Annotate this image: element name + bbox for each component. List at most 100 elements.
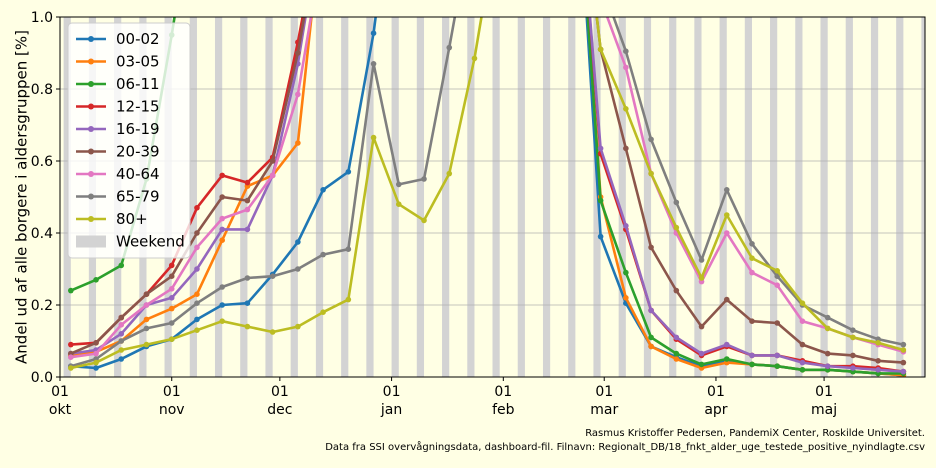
data-point: [774, 352, 781, 359]
data-point: [824, 314, 831, 321]
data-point: [219, 318, 225, 325]
data-point: [774, 273, 781, 280]
data-point: [723, 341, 730, 348]
data-point: [68, 365, 74, 371]
legend-label: 06-11: [116, 75, 160, 93]
data-point: [370, 134, 377, 141]
y-axis-label: Andel ud af alle borgere i aldersgruppen…: [13, 30, 31, 364]
x-tick-sublabel: nov: [159, 402, 185, 418]
data-point: [168, 273, 175, 280]
data-point: [723, 187, 730, 193]
legend-label: 20-39: [116, 143, 160, 161]
legend-box: [67, 22, 191, 259]
legend-label: 65-79: [116, 188, 160, 206]
data-point: [295, 140, 301, 146]
x-tick-sublabel: feb: [492, 402, 515, 418]
weekend-band: [870, 17, 879, 377]
data-point: [118, 331, 125, 337]
data-point: [244, 226, 251, 233]
data-point: [749, 241, 755, 247]
x-tick-label: 01: [383, 384, 401, 400]
legend-label: Weekend: [116, 233, 185, 251]
footer-source: Data fra SSI overvågningsdata, dashboard…: [325, 440, 925, 453]
y-tick-label: 0.4: [31, 226, 53, 242]
x-tick-label: 01: [51, 384, 69, 400]
weekend-band: [240, 17, 248, 377]
data-point: [320, 309, 326, 316]
y-tick-label: 0.6: [31, 154, 53, 170]
weekend-band: [542, 17, 551, 377]
data-point: [118, 262, 125, 269]
data-point: [219, 226, 225, 233]
weekend-band: [694, 17, 702, 377]
y-tick-label: 1.0: [31, 10, 53, 26]
data-point: [698, 350, 705, 357]
legend-marker: [88, 216, 94, 222]
data-point: [774, 363, 781, 370]
data-point: [345, 169, 352, 175]
weekend-band: [517, 17, 525, 377]
data-point: [269, 172, 276, 179]
y-tick-label: 0.2: [31, 298, 53, 314]
weekend-band: [744, 17, 752, 377]
x-tick-label: 01: [707, 384, 725, 400]
data-point: [749, 352, 755, 359]
legend-label: 40-64: [116, 165, 160, 183]
data-point: [168, 286, 175, 292]
data-point: [623, 64, 629, 71]
x-tick-sublabel: dec: [267, 402, 292, 418]
data-point: [673, 287, 680, 294]
data-point: [623, 48, 629, 54]
data-point: [93, 365, 99, 371]
data-point: [799, 318, 806, 325]
data-point: [774, 268, 781, 274]
data-point: [143, 316, 150, 323]
data-point: [799, 367, 806, 373]
data-point: [168, 320, 175, 326]
data-point: [118, 314, 125, 321]
data-point: [623, 106, 629, 112]
plot-area: [60, 17, 925, 377]
legend-marker: [88, 126, 94, 132]
data-point: [723, 296, 730, 303]
data-point: [295, 266, 301, 272]
data-point: [774, 320, 781, 326]
data-point: [269, 329, 276, 335]
data-point: [648, 343, 654, 350]
data-point: [244, 179, 251, 186]
weekend-band: [618, 17, 626, 377]
weekend-band: [921, 17, 925, 377]
data-point: [219, 237, 225, 243]
series-line: [70, 17, 904, 370]
data-point: [244, 206, 251, 213]
data-point: [648, 334, 654, 341]
data-point: [850, 334, 856, 341]
weekend-band: [442, 17, 450, 377]
data-point: [194, 205, 200, 211]
x-tick-sublabel: okt: [49, 402, 72, 418]
x-tick-sublabel: jan: [380, 402, 402, 418]
data-point: [395, 201, 402, 207]
data-point: [799, 341, 806, 348]
data-point: [673, 199, 680, 206]
data-point: [623, 145, 629, 152]
data-point: [194, 316, 200, 323]
data-point: [673, 224, 680, 231]
x-tick-sublabel: apr: [704, 402, 727, 418]
data-point: [597, 145, 604, 152]
data-point: [295, 91, 301, 98]
data-point: [244, 300, 251, 307]
legend-marker: [88, 171, 94, 177]
y-tick-label: 0.0: [31, 370, 53, 386]
legend-swatch: [76, 235, 106, 248]
data-point: [395, 181, 402, 188]
data-point: [749, 269, 755, 276]
data-point: [900, 368, 907, 375]
data-point: [219, 302, 225, 308]
data-point: [244, 275, 251, 281]
data-point: [749, 361, 755, 368]
data-point: [68, 354, 74, 361]
data-point: [244, 323, 251, 330]
data-point: [143, 341, 150, 348]
weekend-band: [643, 17, 652, 377]
